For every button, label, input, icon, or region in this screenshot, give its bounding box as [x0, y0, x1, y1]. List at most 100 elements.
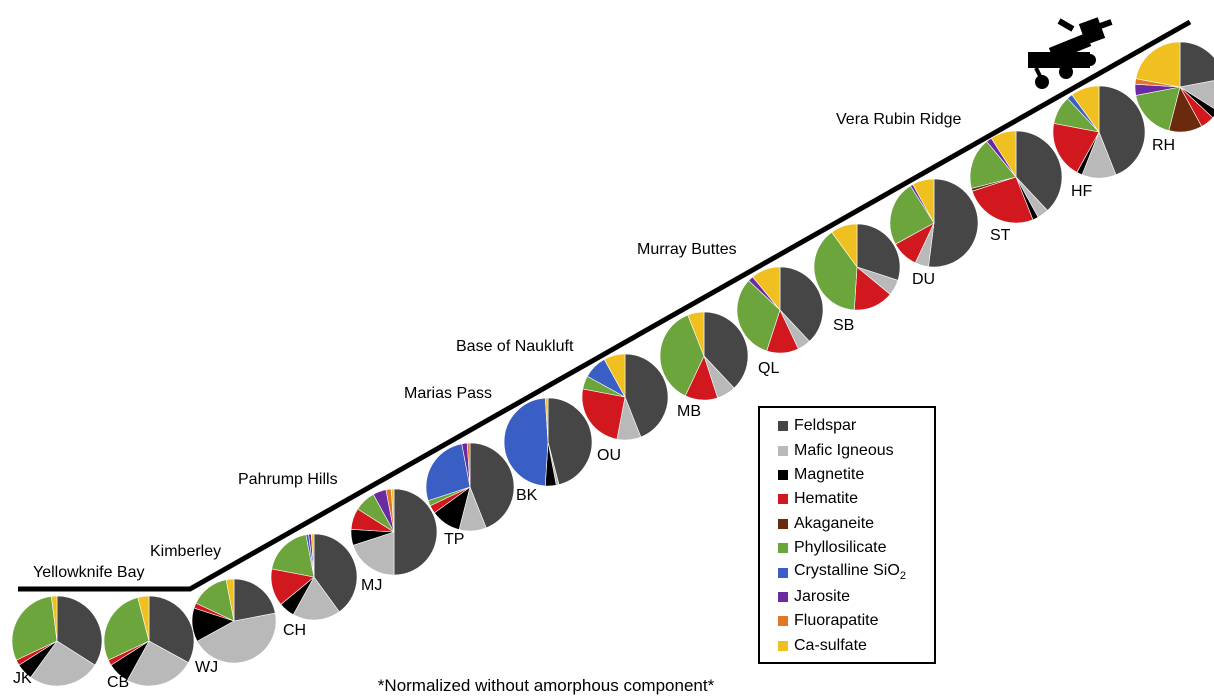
stratigraphy-path-line [18, 19, 1192, 592]
pie-slice-du-feldspar [928, 178, 979, 268]
pie-slice-sb-feldspar [856, 223, 901, 281]
legend-label-feldspar: Feldspar [794, 417, 857, 435]
legend-item-magnetite: Magnetite [778, 463, 934, 487]
pie-slice-rh-feldspar [1179, 41, 1214, 88]
region-label-kimberley: Kimberley [150, 543, 221, 560]
pie-slice-ou-feldspar [624, 353, 669, 438]
pie-slice-mb-feldspar [703, 311, 749, 389]
pie-rh [1134, 41, 1214, 133]
pie-ql [736, 266, 824, 354]
legend-item-akaganeite: Akaganeite [778, 512, 934, 536]
legend-label-hematite: Hematite [794, 490, 859, 508]
pie-label-jk: JK [13, 670, 32, 687]
pie-slice-st-casulfate [990, 130, 1017, 179]
pie-slice-wj-feldspar [233, 578, 276, 622]
pie-slice-cb-phyllosilicate [103, 597, 150, 661]
pie-label-wj: WJ [195, 659, 218, 676]
legend-item-feldspar: Feldspar [778, 414, 934, 438]
pie-slice-ch-casulfate [310, 533, 315, 578]
pie-slice-bk-feldspar [547, 397, 593, 485]
legend-item-hematite: Hematite [778, 487, 934, 511]
pie-slice-ql-casulfate [752, 266, 781, 311]
legend-swatch-sio2 [778, 567, 788, 578]
pie-ou [581, 353, 669, 441]
pie-slice-jk-mafic [30, 640, 96, 687]
pie-slice-cb-casulfate [137, 595, 150, 642]
legend-swatch-phyllosilicate [778, 543, 788, 554]
pie-slice-ch-phyllosilicate [271, 534, 315, 578]
pie-slice-bk-sio2 [503, 397, 549, 487]
pie-slice-mj-mafic [352, 531, 395, 576]
legend-swatch-mafic [778, 445, 788, 456]
pie-slice-rh-phyllosilicate [1135, 86, 1181, 131]
region-label-murray-buttes: Murray Buttes [637, 241, 737, 258]
pie-slice-du-casulfate [912, 178, 935, 224]
pie-slice-ou-hematite [581, 388, 626, 440]
pie-slice-cb-mafic [126, 640, 189, 687]
pie-slice-sb-casulfate [831, 223, 858, 268]
legend-swatch-akaganeite [778, 518, 788, 529]
legend-label-sio2: Crystalline SiO2 [794, 562, 906, 583]
pie-slice-bk-casulfate [544, 397, 549, 443]
legend-item-sio2: Crystalline SiO2 [778, 560, 934, 584]
legend-label-akaganeite: Akaganeite [794, 514, 875, 532]
pie-slice-rh-casulfate [1135, 41, 1181, 88]
pie-label-st: ST [990, 227, 1011, 244]
pie-label-hf: HF [1071, 183, 1093, 200]
pie-label-sb: SB [833, 317, 854, 334]
region-label-yellowknife-bay: Yellowknife Bay [33, 564, 144, 581]
rover-icon [1028, 17, 1113, 89]
pie-slice-jk-casulfate [51, 595, 58, 642]
legend-swatch-magnetite [778, 469, 788, 480]
pie-label-bk: BK [516, 487, 538, 504]
pie-label-tp: TP [444, 531, 464, 548]
pie-slice-cb-feldspar [148, 595, 195, 664]
pie-slice-wj-mafic [196, 612, 277, 664]
pie-slice-wj-casulfate [225, 578, 235, 622]
pie-slice-st-hematite [971, 176, 1034, 224]
pie-slice-tp-sio2 [425, 443, 471, 501]
pie-mj [350, 488, 438, 576]
legend-item-mafic: Mafic Igneous [778, 438, 934, 462]
pie-tp [425, 442, 515, 532]
pie-slice-du-phyllosilicate [889, 185, 935, 245]
pie-slice-hf-hematite [1052, 123, 1100, 173]
legend: Feldspar Mafic Igneous Magnetite Hematite Ak… [758, 406, 936, 664]
pie-slice-st-phyllosilicate [969, 141, 1017, 189]
pie-ch [270, 533, 358, 621]
pie-jk [11, 595, 103, 687]
legend-item-casulfate: Ca-sulfate [778, 634, 934, 658]
pie-label-ch: CH [283, 622, 306, 639]
pie-slice-hf-feldspar [1098, 85, 1146, 176]
pie-slice-jk-phyllosilicate [11, 596, 58, 661]
pie-bk [503, 397, 593, 487]
pie-slice-ql-phyllosilicate [736, 280, 781, 352]
pie-slice-sb-phyllosilicate [813, 231, 858, 311]
legend-label-mafic: Mafic Igneous [794, 441, 894, 459]
pie-du [889, 178, 979, 268]
legend-swatch-feldspar [778, 421, 788, 432]
pie-slice-mb-casulfate [687, 311, 705, 357]
pie-slice-mj-casulfate [390, 488, 395, 533]
legend-swatch-hematite [778, 494, 788, 505]
legend-item-fluorapatite: Fluorapatite [778, 609, 934, 633]
legend-swatch-jarosite [778, 591, 788, 602]
pie-slice-ch-feldspar [313, 533, 358, 613]
region-label-marias-pass: Marias Pass [404, 385, 492, 402]
pie-label-mj: MJ [361, 577, 382, 594]
pie-slice-st-feldspar [1015, 130, 1063, 211]
pie-slice-rh-mafic [1179, 80, 1214, 109]
pie-slice-ql-feldspar [779, 266, 824, 342]
pie-slice-tp-feldspar [469, 442, 515, 529]
region-label-pahrump-hills: Pahrump Hills [238, 471, 338, 488]
pie-slice-mb-phyllosilicate [659, 314, 705, 397]
region-label-vera-rubin-ridge: Vera Rubin Ridge [836, 111, 962, 128]
pie-slice-tp-fluorapatite [466, 442, 471, 488]
region-label-base-of-naukluft: Base of Naukluft [456, 338, 574, 355]
pie-wj [191, 578, 277, 664]
pie-mb [659, 311, 749, 401]
pie-sb [813, 223, 901, 311]
legend-item-phyllosilicate: Phyllosilicate [778, 536, 934, 560]
pie-label-ou: OU [597, 447, 621, 464]
